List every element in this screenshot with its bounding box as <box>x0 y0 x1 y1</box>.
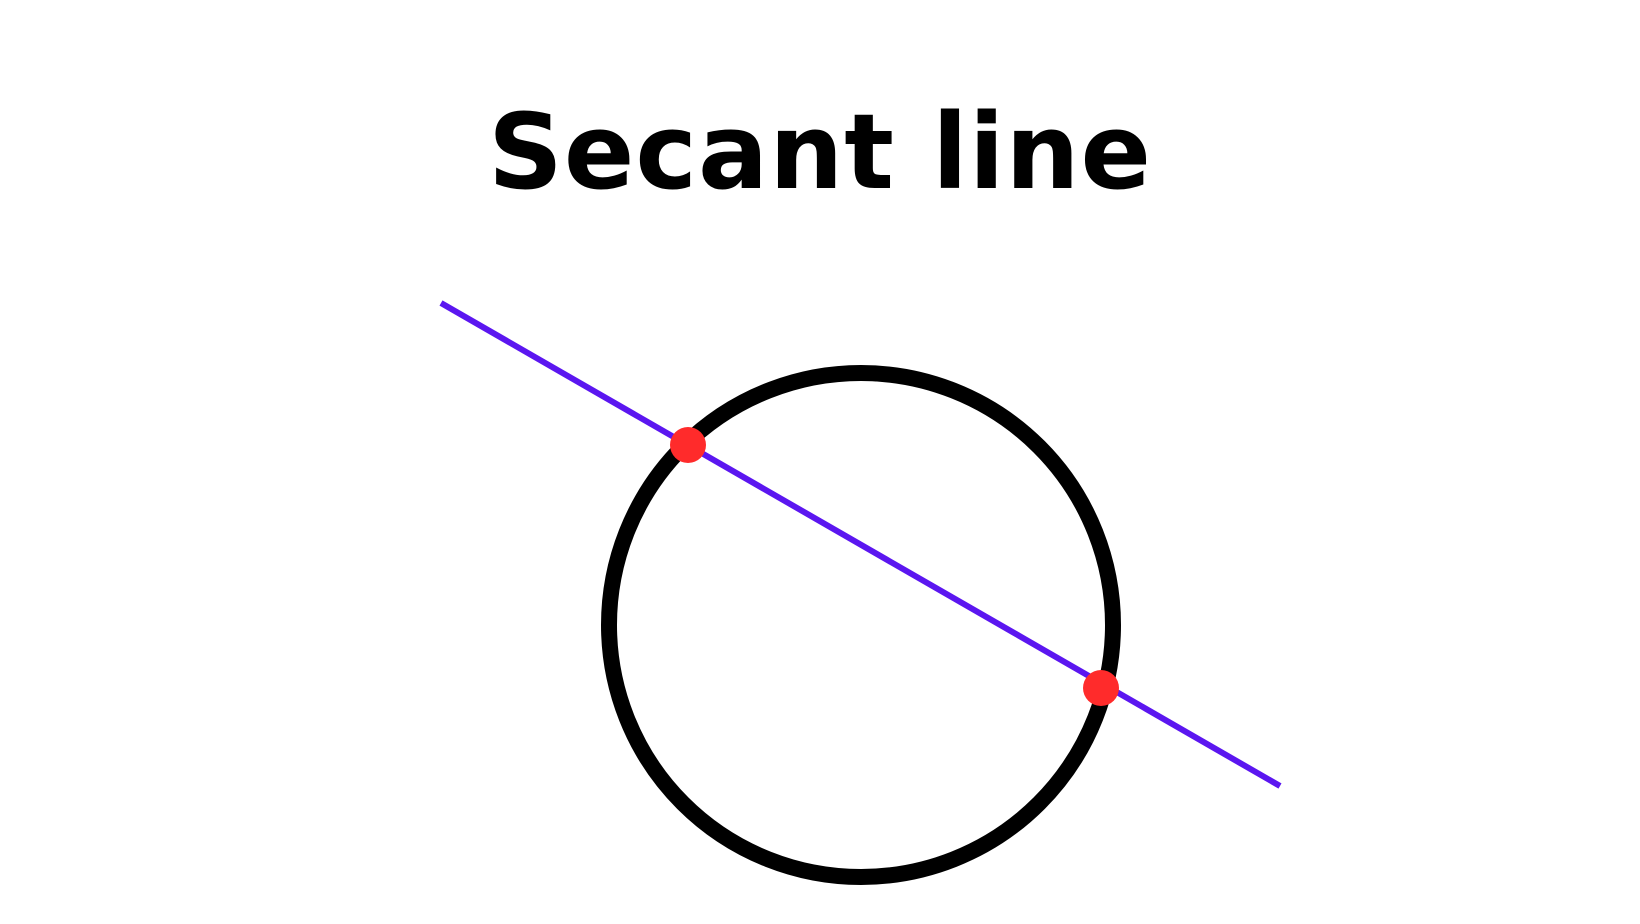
intersection-point-2 <box>1083 670 1119 706</box>
intersection-point-1 <box>670 427 706 463</box>
